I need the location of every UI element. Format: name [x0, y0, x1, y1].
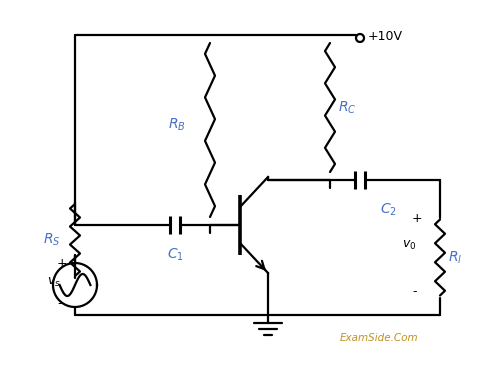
- Text: +: +: [412, 212, 423, 226]
- Text: $R_B$: $R_B$: [168, 117, 186, 133]
- Text: ExamSide.Com: ExamSide.Com: [340, 333, 419, 343]
- Text: -: -: [57, 297, 61, 310]
- Text: $R_C$: $R_C$: [338, 99, 357, 116]
- Text: $R_l$: $R_l$: [448, 249, 462, 266]
- Text: +: +: [57, 257, 68, 270]
- Text: $C_2$: $C_2$: [380, 202, 397, 218]
- Text: $v_0$: $v_0$: [402, 239, 416, 252]
- Text: $v_s$: $v_s$: [47, 276, 61, 289]
- Text: $R_S$: $R_S$: [43, 232, 61, 248]
- Text: $C_1$: $C_1$: [166, 247, 183, 263]
- Text: -: -: [412, 285, 416, 299]
- Text: +10V: +10V: [368, 31, 403, 43]
